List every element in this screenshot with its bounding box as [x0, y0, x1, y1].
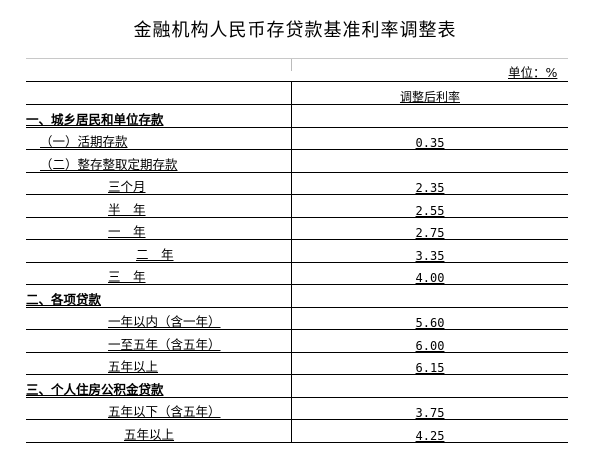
rate-cell: [292, 285, 568, 307]
rate-cell: [292, 105, 568, 127]
page-title: 金融机构人民币存贷款基准利率调整表: [133, 20, 457, 41]
row-label: 三 年: [108, 269, 146, 284]
row-rate: 3.35: [415, 248, 445, 263]
table-row: 半 年 2.55: [26, 195, 568, 218]
row-rate: 3.75: [415, 406, 445, 420]
table-row: 一、城乡居民和单位存款: [26, 105, 568, 128]
rate-cell: [292, 375, 568, 397]
row-label: 一、城乡居民和单位存款: [26, 111, 164, 127]
label-cell: 五年以上: [26, 352, 292, 374]
label-cell: （二）整存整取定期存款: [26, 150, 292, 172]
rate-table: 单位：% 调整后利率 一、城乡居民和单位存款 （一）活期存款 0.35 （二）整存整取…: [26, 58, 568, 443]
label-cell: 一至五年（含五年）: [26, 330, 292, 352]
table-row: 三 年 4.00: [26, 262, 568, 285]
row-rate: 4.25: [415, 428, 445, 443]
row-label: 一 年: [108, 224, 146, 239]
table-row: 一年以内（含一年） 5.60: [26, 307, 568, 330]
rate-cell: 3.35: [292, 240, 568, 263]
label-cell: 一、城乡居民和单位存款: [26, 105, 292, 127]
label-cell: 三 年: [26, 262, 292, 284]
row-rate: 0.35: [415, 136, 445, 150]
label-cell: 五年以下（含五年）: [26, 397, 292, 419]
table-row: 五年以上 4.25: [26, 420, 568, 443]
rate-cell: 0.35: [292, 128, 568, 150]
row-rate: 6.00: [415, 338, 445, 353]
row-label: 三个月: [108, 179, 146, 194]
table-row: 五年以下（含五年） 3.75: [26, 397, 568, 420]
table-row: 五年以上 6.15: [26, 352, 568, 375]
label-cell: 五年以上: [26, 420, 292, 442]
rate-cell: [292, 150, 568, 172]
row-rate: 2.35: [415, 181, 445, 195]
row-rate: 4.00: [415, 271, 445, 285]
table-row: 二 年 3.35: [26, 240, 568, 263]
rate-cell: 3.75: [292, 398, 568, 420]
label-cell: 一 年: [26, 217, 292, 239]
row-label: 五年以下（含五年）: [108, 404, 221, 419]
header-row: 调整后利率: [26, 82, 568, 105]
row-rate: 2.55: [415, 203, 445, 218]
row-label: 五年以上: [124, 426, 175, 442]
row-label: 二 年: [136, 246, 174, 262]
rate-cell: 2.55: [292, 195, 568, 218]
divider: [291, 59, 292, 71]
label-cell: 三个月: [26, 172, 292, 194]
table-row: 三个月 2.35: [26, 172, 568, 195]
rate-cell: 4.00: [292, 263, 568, 285]
label-cell: 一年以内（含一年）: [26, 307, 292, 329]
table-row: （一）活期存款 0.35: [26, 127, 568, 150]
label-cell: （一）活期存款: [26, 127, 292, 149]
label-cell: 二 年: [26, 240, 292, 262]
rate-cell: 2.35: [292, 173, 568, 195]
rate-cell: 4.25: [292, 420, 568, 443]
row-label: （二）整存整取定期存款: [40, 156, 178, 172]
row-label: 半 年: [108, 201, 146, 217]
row-label: 二、各项贷款: [26, 291, 102, 307]
header-label-cell: [26, 82, 292, 104]
table-row: 一 年 2.75: [26, 217, 568, 240]
header-rate-cell: 调整后利率: [292, 82, 568, 104]
row-rate: 5.60: [415, 316, 445, 330]
row-rate: 6.15: [415, 361, 445, 375]
row-label: 五年以上: [108, 359, 159, 374]
row-label: 一至五年（含五年）: [108, 336, 221, 352]
table-row: 二、各项贷款: [26, 285, 568, 308]
table-row: 三、个人住房公积金贷款: [26, 375, 568, 398]
unit-label: 单位：%: [508, 65, 558, 80]
row-label: （一）活期存款: [40, 134, 128, 149]
rate-cell: 6.00: [292, 330, 568, 353]
row-label: 三、个人住房公积金贷款: [26, 381, 164, 397]
label-cell: 半 年: [26, 195, 292, 217]
label-cell: 二、各项贷款: [26, 285, 292, 307]
row-rate: 2.75: [415, 226, 445, 240]
table-body: 一、城乡居民和单位存款 （一）活期存款 0.35 （二）整存整取定期存款三个月 2.35…: [26, 105, 568, 443]
table-row: 一至五年（含五年） 6.00: [26, 330, 568, 353]
rate-cell: 6.15: [292, 353, 568, 375]
unit-row: 单位：%: [26, 59, 568, 82]
header-rate: 调整后利率: [399, 90, 460, 104]
rate-cell: 5.60: [292, 308, 568, 330]
table-row: （二）整存整取定期存款: [26, 150, 568, 173]
label-cell: 三、个人住房公积金贷款: [26, 375, 292, 397]
row-label: 一年以内（含一年）: [108, 314, 221, 329]
rate-cell: 2.75: [292, 218, 568, 240]
